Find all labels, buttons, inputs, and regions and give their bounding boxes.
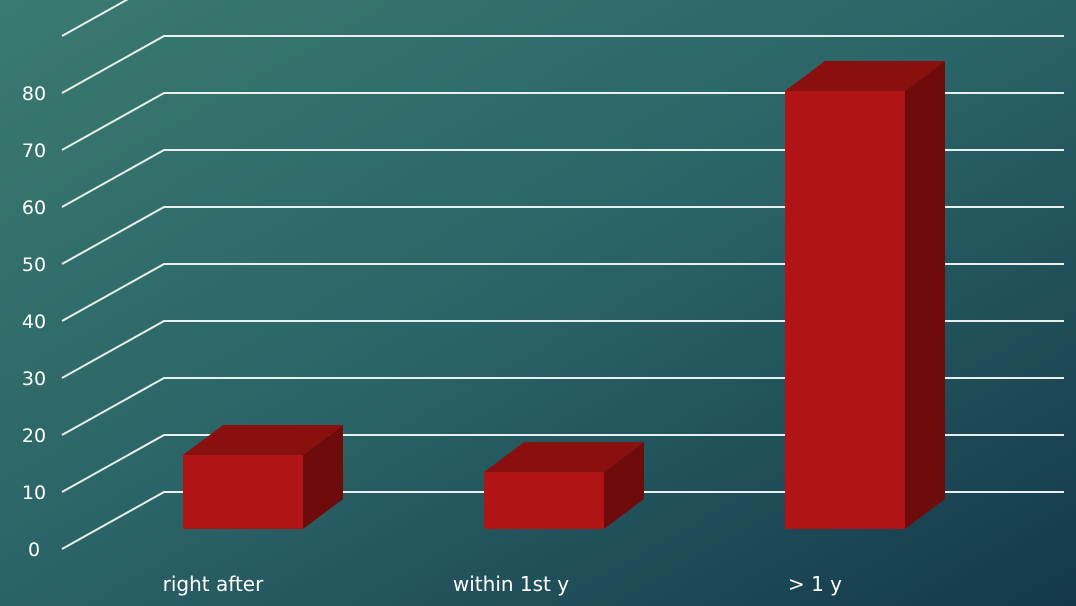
y-tick-label: 60 <box>22 197 46 219</box>
gridline <box>61 377 1064 436</box>
x-tick-label: > 1 y <box>788 572 842 596</box>
bar-front-face <box>183 455 303 529</box>
y-tick-label: 50 <box>22 254 46 276</box>
y-tick-label: 70 <box>22 140 46 162</box>
gridline <box>61 206 1064 265</box>
gridline <box>61 320 1064 379</box>
bar <box>484 442 644 529</box>
y-tick-label: 80 <box>22 83 46 105</box>
bar-front-face <box>785 91 905 529</box>
gridline <box>61 35 1064 94</box>
bar-top-face <box>183 425 343 456</box>
bar-side-face <box>905 61 945 529</box>
gridline <box>61 0 129 37</box>
y-tick-label: 40 <box>22 311 46 333</box>
bar-front-face <box>484 472 604 529</box>
y-tick-label: 20 <box>22 425 46 447</box>
y-tick-label: 10 <box>22 482 46 504</box>
x-tick-label: within 1st y <box>453 572 569 596</box>
gridline <box>61 149 1064 208</box>
gridlines <box>61 0 1064 550</box>
gridline <box>61 263 1064 322</box>
y-axis-ticks: 0 10 20 30 40 50 60 70 80 <box>22 83 46 561</box>
x-tick-label: right after <box>163 572 264 596</box>
bars <box>183 61 945 529</box>
gridline <box>61 92 1064 151</box>
bar-side-face <box>303 425 343 529</box>
y-tick-label: 30 <box>22 368 46 390</box>
bar-top-face <box>484 442 644 473</box>
bar <box>183 425 343 529</box>
gridline <box>61 434 1064 493</box>
x-axis-labels: right after within 1st y > 1 y <box>163 572 843 596</box>
y-tick-label: 0 <box>28 539 40 561</box>
bar <box>785 61 945 529</box>
bar-top-face <box>785 61 945 91</box>
gridline <box>61 491 1064 550</box>
bar-side-face <box>604 442 644 529</box>
